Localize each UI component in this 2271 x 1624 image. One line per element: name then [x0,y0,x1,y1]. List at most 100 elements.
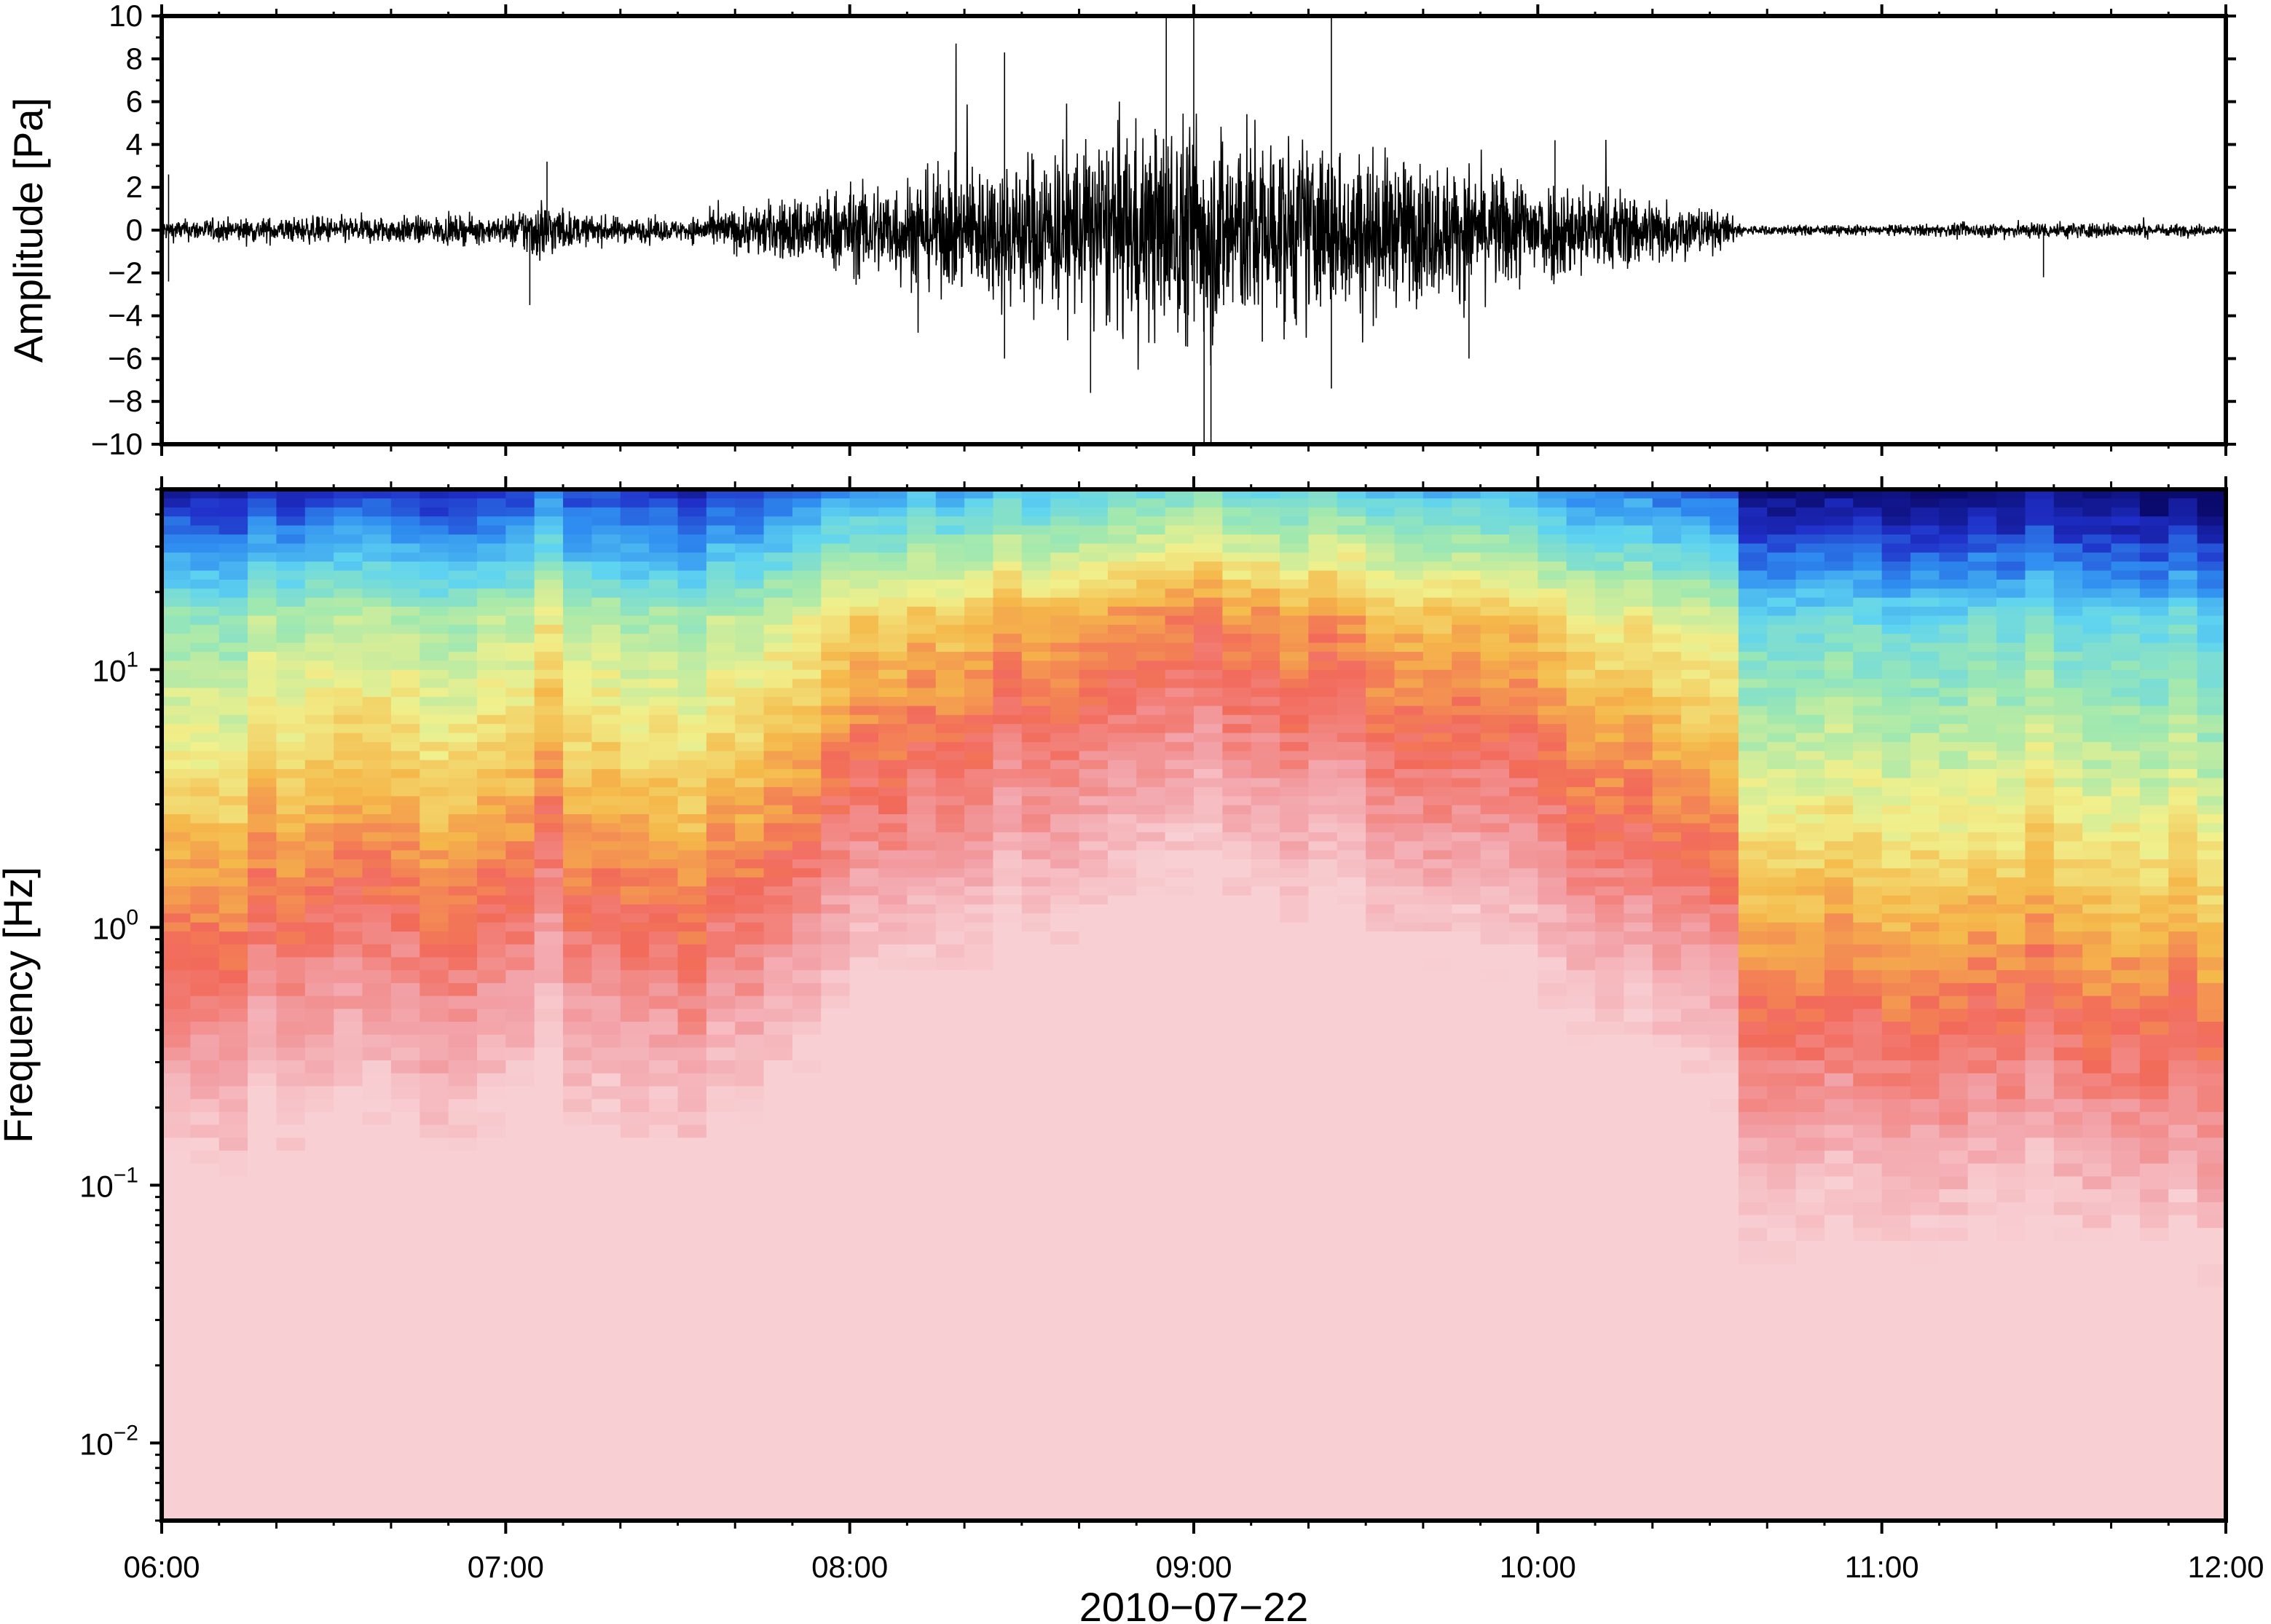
spectrogram-cell [792,1228,822,1242]
spectrogram-cell [1508,507,1539,517]
spectrogram-cell [649,498,679,508]
spectrogram-cell [677,913,707,923]
spectrogram-cell [476,498,507,508]
spectrogram-cell [1394,561,1424,572]
spectrogram-cell [735,525,765,535]
spectrogram-cell [362,588,392,599]
spectrogram-cell [1366,679,1396,689]
spectrogram-cell [390,652,421,662]
spectrogram-cell [1508,814,1539,824]
spectrogram-cell [304,1333,334,1358]
spectrogram-cell [649,652,679,662]
spectrogram-cell [505,669,535,679]
spectrogram-cell [1538,1380,1567,1404]
spectrogram-cell [1280,1240,1310,1265]
spectrogram-cell [620,957,650,971]
spectrogram-cell [993,1163,1023,1178]
spectrogram-cell [821,552,851,562]
spectrogram-cell [476,1151,507,1164]
spectrogram-cell [677,507,707,517]
waveform-y-tick-label: 2 [126,170,143,204]
spectrogram-cell [248,895,278,905]
spectrogram-cell [849,1287,879,1312]
spectrogram-cell [677,1287,707,1312]
spectrogram-cell [821,1073,851,1087]
spectrogram-cell [219,1189,248,1203]
spectrogram-cell [1767,823,1797,833]
spectrogram-cell [763,733,793,743]
spectrogram-cell [1366,859,1396,870]
spectrogram-cell [1652,561,1682,572]
spectrogram-cell [792,679,822,689]
spectrogram-cell [563,1519,593,1521]
spectrogram-cell [1566,696,1596,707]
spectrogram-cell [1194,1047,1224,1061]
spectrogram-cell [190,787,220,797]
spectrogram-cell [448,1449,478,1474]
spectrogram-cell [821,970,851,984]
spectrogram-cell [591,607,621,617]
spectrogram-cell [1480,543,1510,553]
spectrogram-cell [964,805,994,815]
spectrogram-cell [219,982,248,997]
spectrogram-cell [476,1380,507,1404]
spectrogram-cell [334,1034,363,1049]
spectrogram-cell [1222,607,1252,617]
spectrogram-cell [476,859,507,870]
spectrogram-cell [1709,1073,1739,1087]
spectrogram-cell [649,778,679,788]
spectrogram-cell [1681,1138,1711,1151]
spectrogram-cell [878,1287,908,1312]
spectrogram-cell [735,741,765,752]
spectrogram-cell [706,570,736,580]
spectrogram-cell [1738,859,1768,870]
spectrogram-cell [591,1357,621,1381]
spectrogram-cell [420,895,449,905]
spectrogram-cell [1452,1202,1481,1216]
spectrogram-cell [1280,1176,1310,1190]
spectrogram-cell [304,669,334,679]
spectrogram-cell [1222,1228,1252,1242]
spectrogram-cell [993,1202,1023,1216]
spectrogram-cell [591,561,621,572]
spectrogram-cell [1480,696,1510,707]
spectrogram-cell [1050,696,1080,707]
spectrogram-cell [219,787,248,797]
spectrogram-cell [1222,1163,1252,1178]
spectrogram-cell [1623,561,1653,572]
spectrogram-cell [448,1333,478,1358]
spectrogram-cell [706,944,736,958]
spectrogram-cell [1251,841,1280,851]
spectrogram-cell [448,516,478,527]
spectrogram-cell [162,970,192,984]
spectrogram-cell [735,714,765,725]
spectrogram-cell [448,996,478,1010]
spectrogram-cell [1566,714,1596,725]
spectrogram-cell [792,1060,822,1074]
spectrogram-cell [964,579,994,590]
spectrogram-cell [448,1124,478,1139]
spectrogram-cell [304,1519,334,1521]
spectrogram-cell [1050,1426,1080,1451]
spectrogram-cell [1652,1228,1682,1242]
spectrogram-cell [907,714,937,725]
spectrogram-cell [993,877,1023,887]
spectrogram-cell [878,741,908,752]
spectrogram-cell [563,1449,593,1474]
spectrogram-cell [505,507,535,517]
spectrogram-cell [1508,931,1539,945]
spectrogram-cell [1021,634,1051,644]
spectrogram-cell [849,1034,879,1049]
spectrogram-cell [792,570,822,580]
spectrogram-cell [476,679,507,689]
spectrogram-cell [476,1176,507,1190]
spectrogram-cell [706,760,736,770]
spectrogram-cell [1107,498,1138,508]
spectrogram-cell [706,1202,736,1216]
spectrogram-cell [849,588,879,599]
spectrogram-cell [1652,1176,1682,1190]
spectrogram-cell [448,1163,478,1178]
spectrogram-cell [1308,886,1338,896]
spectrogram-cell [362,1264,392,1288]
spectrogram-cell [1623,543,1653,553]
